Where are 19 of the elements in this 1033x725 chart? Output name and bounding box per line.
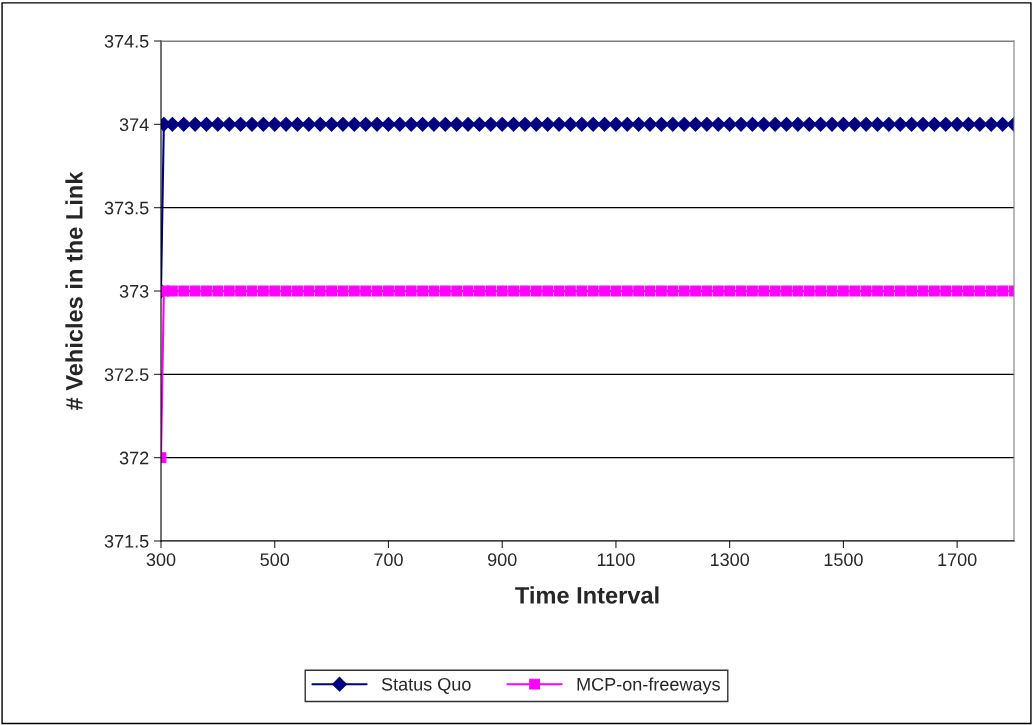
x-tick-label: 1100	[597, 553, 635, 567]
y-tick-label: 372.5	[104, 368, 149, 382]
x-tick-label: 1700	[938, 553, 977, 567]
y-tick-label: 371.5	[104, 534, 149, 548]
y-tick-label: 372	[119, 451, 149, 465]
x-tick-label: 900	[487, 553, 517, 567]
x-tick-label: 500	[260, 553, 290, 567]
legend-label: Status Quo	[381, 677, 471, 694]
y-tick-label: 373.5	[104, 201, 149, 215]
y-tick-label: 373	[119, 284, 149, 298]
x-axis-title: Time Interval	[515, 586, 659, 604]
y-axis-title: # Vehicles in the Link	[65, 171, 83, 410]
legend-label: MCP-on-freeways	[577, 677, 720, 695]
y-tick-label: 374.5	[104, 34, 149, 48]
x-tick-label: 1300	[710, 553, 750, 567]
y-tick-label: 374	[119, 118, 149, 132]
x-tick-label: 300	[146, 553, 176, 567]
x-tick-label: 700	[374, 553, 403, 567]
x-tick-label: 1500	[824, 553, 863, 567]
